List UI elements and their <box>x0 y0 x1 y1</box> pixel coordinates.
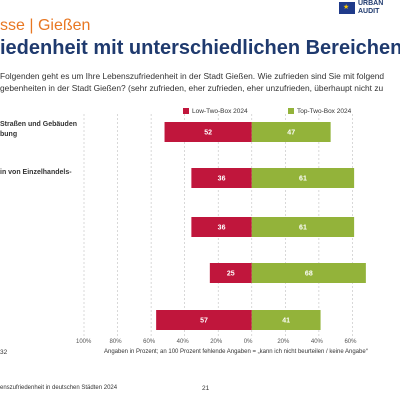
x-tick-label: 60% <box>143 339 156 345</box>
logo-text: URBAN AUDIT <box>358 0 383 16</box>
x-tick-label: 20% <box>277 339 290 345</box>
bar-low <box>156 310 252 330</box>
bar-value-low: 57 <box>200 318 208 325</box>
bar-value-top: 61 <box>299 225 307 232</box>
category-label: bung <box>0 131 18 138</box>
legend-item-low: Low-Two-Box 2024 <box>183 108 248 115</box>
bar-value-top: 68 <box>305 271 313 278</box>
x-tick-label: 100% <box>76 339 92 345</box>
bar-low <box>164 122 252 142</box>
legend-item-top: Top-Two-Box 2024 <box>288 108 351 115</box>
legend-label-low: Low-Two-Box 2024 <box>192 108 248 115</box>
x-tick-label: 20% <box>210 339 223 345</box>
bar-low <box>191 168 252 188</box>
legend-swatch-top <box>288 108 294 114</box>
bar-top <box>251 263 366 283</box>
x-tick-label: 40% <box>310 339 323 345</box>
page-number: 21 <box>202 385 210 392</box>
bar-value-low: 25 <box>227 271 235 278</box>
bar-low <box>191 217 252 237</box>
footer-source: enszufriedenheit in deutschen Städten 20… <box>0 385 118 391</box>
eu-flag-icon <box>339 2 355 14</box>
header-title-top: sse | Gießen <box>0 17 91 34</box>
bar-top <box>251 168 355 188</box>
urban-audit-logo: URBAN AUDIT <box>339 0 400 20</box>
category-label: in von Einzelhandels- <box>0 169 72 176</box>
bar-top <box>251 217 355 237</box>
bar-top <box>251 310 321 330</box>
question-line-1: Folgenden geht es um Ihre Lebenszufriede… <box>0 71 385 81</box>
legend-label-top: Top-Two-Box 2024 <box>297 108 352 115</box>
bar-value-top: 41 <box>282 318 290 325</box>
bar-value-low: 36 <box>218 176 226 183</box>
x-tick-label: 80% <box>109 339 122 345</box>
bar-value-low: 36 <box>218 225 226 232</box>
x-tick-label: 60% <box>344 339 357 345</box>
page-title: iedenheit mit unterschiedlichen Bereiche… <box>0 37 400 59</box>
bar-top <box>251 122 331 142</box>
bar-value-top: 47 <box>287 130 295 137</box>
bar-value-low: 52 <box>204 130 212 137</box>
logo-line-1: URBAN <box>358 0 384 7</box>
x-tick-label: 0% <box>243 339 253 345</box>
x-tick-label: 40% <box>176 339 189 345</box>
bar-low <box>209 263 252 283</box>
question-line-2: gebenheiten in der Stadt Gießen? (sehr z… <box>0 83 384 93</box>
category-label: Straßen und Gebäuden <box>0 121 78 128</box>
legend-swatch-low <box>183 108 189 114</box>
bar-value-top: 61 <box>299 176 307 183</box>
footnote-right: Angaben in Prozent; an 100 Prozent fehle… <box>104 349 368 355</box>
logo-line-2: AUDIT <box>358 8 380 15</box>
footnote-left: 32 <box>0 349 8 356</box>
